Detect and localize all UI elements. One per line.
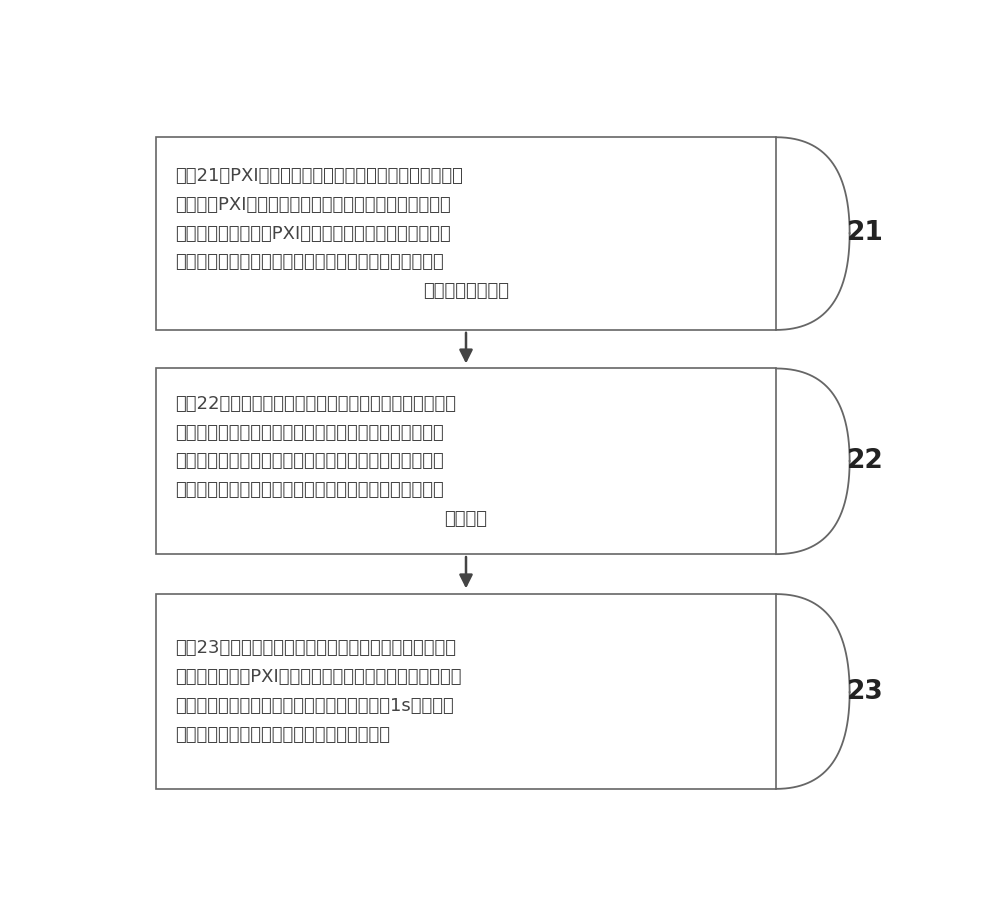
- Text: 步骤22、加载模块中加载驱动系统根据转矩给定值生成对: 步骤22、加载模块中加载驱动系统根据转矩给定值生成对: [175, 395, 456, 413]
- Bar: [156, 137, 776, 330]
- Text: 送实际转矩值到PXI检测模块。观察在人机交互模块上给定: 送实际转矩值到PXI检测模块。观察在人机交互模块上给定: [175, 668, 462, 686]
- Text: 构变桨。: 构变桨。: [444, 510, 488, 528]
- Text: 叶片随风负载；同时PXI检测模块根据风速输出风速模拟: 叶片随风负载；同时PXI检测模块根据风速输出风速模拟: [175, 225, 451, 243]
- Text: 桨距角和实际桨距角是否一致以及响应时间在1s内，并且: 桨距角和实际桨距角是否一致以及响应时间在1s内，并且: [175, 697, 454, 715]
- Text: 测变桨距系统从主控制器获得桨距角给定值，驱动执行机: 测变桨距系统从主控制器获得桨距角给定值，驱动执行机: [175, 481, 444, 499]
- Text: 22: 22: [847, 448, 884, 474]
- Text: 生桨距角给定值。: 生桨距角给定值。: [423, 282, 509, 300]
- Text: 无故障信号，完成变桨距系统在环变桨测试。: 无故障信号，完成变桨距系统在环变桨测试。: [175, 725, 390, 743]
- Text: 定值，从PXI检测模块输出转矩给定值到加载模块，模拟: 定值，从PXI检测模块输出转矩给定值到加载模块，模拟: [175, 196, 451, 214]
- Text: 量到主控制器风速检测端口，风速信号在主控制器运算产: 量到主控制器风速检测端口，风速信号在主控制器运算产: [175, 253, 444, 271]
- Text: 21: 21: [847, 220, 884, 247]
- Text: 23: 23: [847, 679, 884, 705]
- Text: 生转矩，并施加在待测变桨电机的输出轴上作为负载；待: 生转矩，并施加在待测变桨电机的输出轴上作为负载；待: [175, 452, 444, 470]
- Text: 振动电机的转速控制信号，振动电机根据转速控制信号产: 振动电机的转速控制信号，振动电机根据转速控制信号产: [175, 423, 444, 441]
- Bar: [156, 594, 776, 789]
- Text: 步骤23、通过扭矩传感器检测振动电机的实际转矩值，传: 步骤23、通过扭矩传感器检测振动电机的实际转矩值，传: [175, 640, 456, 657]
- Text: 步骤21、PXI检测模块根据风速和预设算法计算的转矩给: 步骤21、PXI检测模块根据风速和预设算法计算的转矩给: [175, 167, 463, 185]
- Bar: [156, 369, 776, 554]
